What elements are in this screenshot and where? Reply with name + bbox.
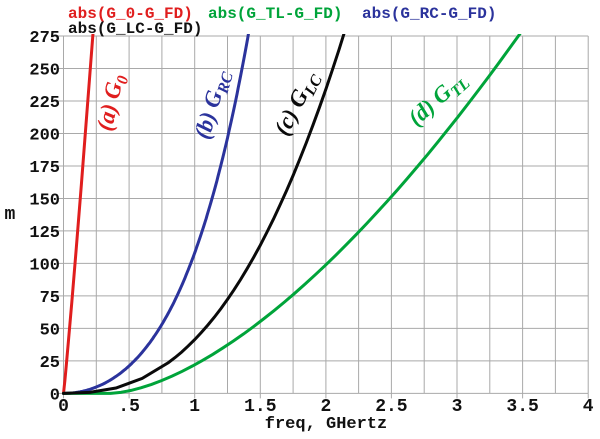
svg-text:150: 150	[29, 192, 60, 211]
svg-text:75: 75	[40, 289, 60, 308]
svg-text:m: m	[5, 205, 16, 225]
svg-text:abs(G_RC-G_FD): abs(G_RC-G_FD)	[362, 5, 496, 23]
svg-text:abs(G_TL-G_FD): abs(G_TL-G_FD)	[208, 5, 342, 23]
svg-text:2: 2	[320, 397, 331, 417]
svg-text:225: 225	[29, 94, 60, 113]
svg-text:200: 200	[29, 127, 60, 146]
svg-text:3: 3	[452, 397, 463, 417]
svg-text:0: 0	[50, 386, 60, 405]
svg-text:abs(G_LC-G_FD): abs(G_LC-G_FD)	[68, 20, 202, 38]
svg-text:50: 50	[40, 321, 60, 340]
svg-text:abs(G_0-G_FD): abs(G_0-G_FD)	[68, 5, 193, 23]
svg-text:175: 175	[29, 159, 60, 178]
svg-text:.5: .5	[118, 397, 140, 417]
svg-text:250: 250	[29, 62, 60, 81]
svg-text:100: 100	[29, 256, 60, 275]
svg-text:275: 275	[29, 29, 60, 48]
svg-text:2.5: 2.5	[375, 397, 407, 417]
svg-text:0: 0	[58, 397, 69, 417]
svg-text:125: 125	[29, 224, 60, 243]
svg-text:25: 25	[40, 354, 60, 373]
svg-text:freq, GHertz: freq, GHertz	[265, 415, 387, 434]
svg-text:1: 1	[189, 397, 200, 417]
svg-text:3.5: 3.5	[506, 397, 538, 417]
svg-text:1.5: 1.5	[244, 397, 276, 417]
svg-text:4: 4	[583, 397, 594, 417]
